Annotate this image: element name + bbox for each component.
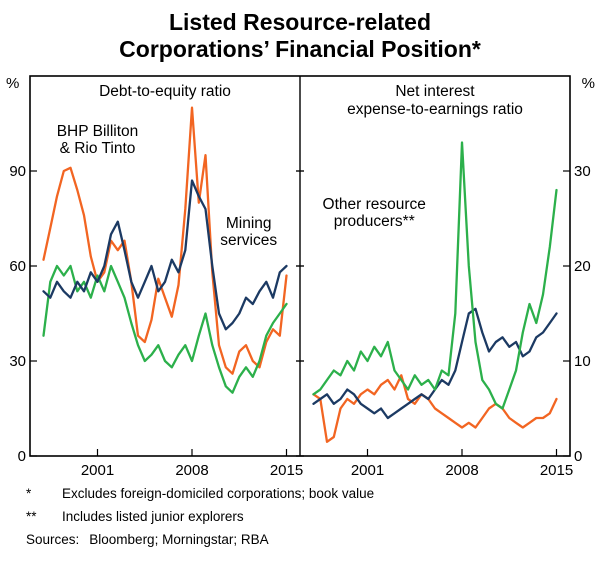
chart-figure: Listed Resource-related Corporations’ Fin… xyxy=(0,9,600,579)
y-tick-label: 90 xyxy=(9,163,26,180)
footnotes: * Excludes foreign-domiciled corporation… xyxy=(26,486,590,549)
y-tick-label: 30 xyxy=(574,163,591,180)
series-other-resource-producers xyxy=(42,265,288,395)
panel-title: expense-to-earnings ratio xyxy=(347,101,523,118)
footnote-text: Includes listed junior explorers xyxy=(62,509,244,525)
chart-title-line1: Listed Resource-related xyxy=(168,9,432,35)
x-tick-label: 2008 xyxy=(175,462,208,479)
x-tick-label: 2001 xyxy=(81,462,114,479)
series-other-resource-producers xyxy=(312,141,558,410)
footnote-marker: ** xyxy=(26,509,37,525)
series-label: services xyxy=(220,232,277,249)
footnote-text: Excludes foreign-domiciled corporations;… xyxy=(62,486,375,502)
series-bhp-billiton-rio-tinto xyxy=(312,374,558,444)
y-tick-label: 30 xyxy=(9,353,26,370)
series-mining-services xyxy=(42,179,288,331)
series-label: producers** xyxy=(334,213,415,230)
chart-title: Listed Resource-related Corporations’ Fin… xyxy=(0,9,600,62)
y-tick-label: 0 xyxy=(18,448,26,465)
chart-title-line2: Corporations’ Financial Position* xyxy=(119,35,481,62)
x-tick-label: 2008 xyxy=(445,462,478,479)
series-label: Other resource xyxy=(323,196,426,213)
panel-title: Debt-to-equity ratio xyxy=(99,83,231,100)
chart-canvas: 0 30 60 90% 2001 2008 2015 Debt-to-equity ratio… xyxy=(6,75,595,479)
series-label: & Rio Tinto xyxy=(60,141,136,158)
sources-label: Sources: xyxy=(26,532,80,548)
footnote: * Excludes foreign-domiciled corporation… xyxy=(26,486,590,503)
panel-title: Net interest xyxy=(395,83,475,100)
series-label: Mining xyxy=(226,215,272,232)
x-tick-label: 2015 xyxy=(270,462,303,479)
y-tick-label: 60 xyxy=(9,258,26,275)
x-tick-label: 2001 xyxy=(351,462,384,479)
footnote-marker: * xyxy=(26,486,32,502)
y-tick-label: 10 xyxy=(574,353,591,370)
y-tick-label: 20 xyxy=(574,258,591,275)
footnote: ** Includes listed junior explorers xyxy=(26,509,590,526)
sources-line: Sources: Bloomberg; Morningstar; RBA xyxy=(26,532,590,549)
y-tick-label: 0 xyxy=(574,448,582,465)
series-bhp-billiton-rio-tinto xyxy=(42,106,288,376)
series-label: BHP Billiton xyxy=(57,124,139,141)
y-axis-unit: % xyxy=(6,75,19,92)
x-tick-label: 2015 xyxy=(540,462,573,479)
y-axis-unit: % xyxy=(582,75,595,92)
sources-text: Bloomberg; Morningstar; RBA xyxy=(89,532,269,548)
